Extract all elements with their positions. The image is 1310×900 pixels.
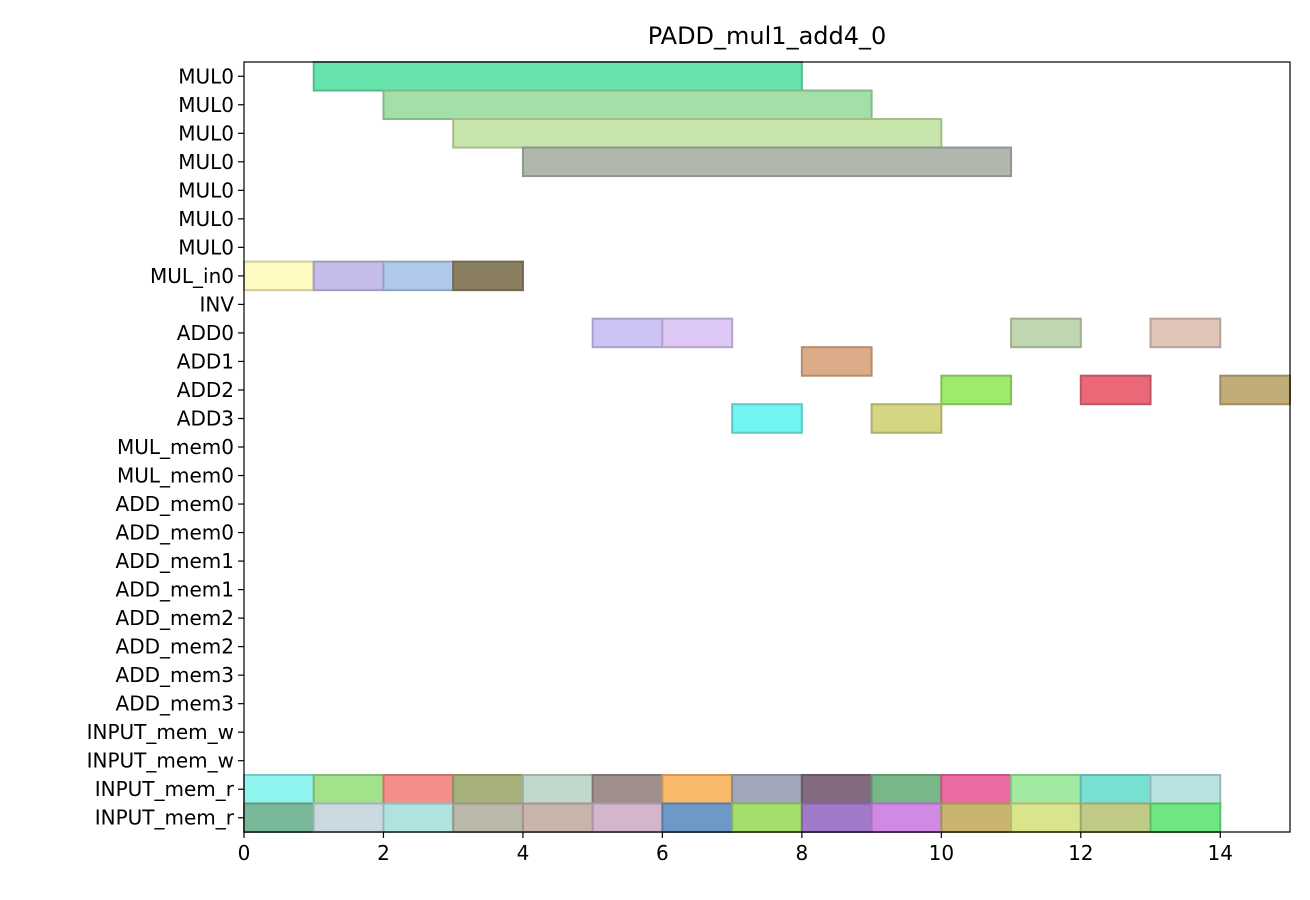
y-label-17: ADD_mem1 <box>116 549 234 573</box>
y-label-24: INPUT_mem_w <box>87 749 234 773</box>
gantt-bar-24 <box>661 773 734 805</box>
y-axis-labels: MUL0 MUL0 MUL0 MUL0 MUL0 MUL0 MUL0 MUL_in0 INV AD… <box>87 64 244 830</box>
gantt-bar-40 <box>800 802 873 834</box>
gantt-bar-38 <box>661 802 734 834</box>
y-label-0: MUL0 <box>178 64 234 88</box>
gantt-bar-16 <box>731 403 803 434</box>
gantt-bar-19 <box>312 773 385 805</box>
y-label-22: ADD_mem3 <box>116 692 234 716</box>
gantt-bar-9 <box>661 317 734 349</box>
y-label-19: ADD_mem2 <box>116 606 234 630</box>
y-label-5: MUL0 <box>178 207 234 231</box>
chart-title: PADD_mul1_add4_0 <box>648 22 887 50</box>
y-label-9: ADD0 <box>177 321 234 345</box>
gantt-bar-44 <box>1079 802 1152 834</box>
bars-group <box>243 61 1292 834</box>
gantt-bar-32 <box>243 802 315 834</box>
gantt-bar-45 <box>1149 802 1222 834</box>
gantt-bar-6 <box>382 260 455 292</box>
x-tick-label-4: 8 <box>795 841 808 865</box>
y-label-18: ADD_mem1 <box>116 578 234 602</box>
x-tick-label-2: 4 <box>517 841 530 865</box>
y-label-25: INPUT_mem_r <box>95 777 235 801</box>
gantt-bar-33 <box>312 802 385 834</box>
gantt-bar-4 <box>243 260 315 292</box>
gantt-bar-26 <box>800 773 873 805</box>
x-tick-label-5: 10 <box>929 841 954 865</box>
x-tick-label-1: 2 <box>377 841 390 865</box>
y-label-16: ADD_mem0 <box>116 521 234 545</box>
gantt-bar-43 <box>1010 802 1082 834</box>
gantt-bar-41 <box>870 802 943 834</box>
x-axis: 0 2 4 6 8 10 12 14 <box>238 832 1233 865</box>
gantt-bar-7 <box>452 260 524 292</box>
y-label-11: ADD2 <box>177 378 234 402</box>
gantt-bar-34 <box>382 802 455 834</box>
gantt-bar-11 <box>1149 317 1222 349</box>
gantt-bar-27 <box>870 773 943 805</box>
gantt-bar-13 <box>940 374 1013 406</box>
gantt-bar-20 <box>382 773 455 805</box>
gantt-bar-35 <box>452 802 524 834</box>
x-tick-label-6: 12 <box>1068 841 1093 865</box>
gantt-bar-30 <box>1079 773 1152 805</box>
gantt-bar-25 <box>731 773 803 805</box>
gantt-bar-14 <box>1079 374 1152 406</box>
gantt-bar-17 <box>870 403 943 434</box>
gantt-bar-36 <box>521 802 594 834</box>
gantt-bar-8 <box>591 317 664 349</box>
y-label-23: INPUT_mem_w <box>87 720 234 744</box>
y-label-10: ADD1 <box>177 349 234 373</box>
y-label-21: ADD_mem3 <box>116 663 234 687</box>
y-label-6: MUL0 <box>178 235 234 259</box>
plot-frame <box>243 61 1291 833</box>
gantt-bar-23 <box>591 773 664 805</box>
y-label-14: MUL_mem0 <box>117 464 234 488</box>
gantt-bar-21 <box>452 773 524 805</box>
gantt-bar-15 <box>1219 374 1292 406</box>
y-label-1: MUL0 <box>178 93 234 117</box>
x-tick-label-3: 6 <box>656 841 669 865</box>
gantt-bar-37 <box>591 802 664 834</box>
y-label-7: MUL_in0 <box>150 264 234 288</box>
y-label-8: INV <box>199 292 234 316</box>
gantt-bar-5 <box>312 260 385 292</box>
gantt-bar-42 <box>940 802 1013 834</box>
gantt-bar-18 <box>243 773 315 805</box>
gantt-bar-1 <box>382 89 873 121</box>
gantt-bar-10 <box>1010 317 1082 349</box>
gantt-bar-12 <box>800 346 873 377</box>
y-label-2: MUL0 <box>178 121 234 145</box>
gantt-bar-29 <box>1010 773 1082 805</box>
x-tick-label-7: 14 <box>1208 841 1233 865</box>
y-label-26: INPUT_mem_r <box>95 806 235 830</box>
gantt-bar-3 <box>521 146 1013 178</box>
y-label-20: ADD_mem2 <box>116 635 234 659</box>
y-label-13: MUL_mem0 <box>117 435 234 459</box>
y-label-15: ADD_mem0 <box>116 492 234 516</box>
y-label-12: ADD3 <box>177 406 234 430</box>
gantt-bar-31 <box>1149 773 1222 805</box>
gantt-bar-0 <box>312 61 803 92</box>
gantt-bar-2 <box>452 118 943 149</box>
gantt-bar-39 <box>731 802 803 834</box>
x-tick-label-0: 0 <box>238 841 251 865</box>
y-label-4: MUL0 <box>178 178 234 202</box>
gantt-bar-22 <box>521 773 594 805</box>
gantt-bar-28 <box>940 773 1013 805</box>
y-label-3: MUL0 <box>178 150 234 174</box>
